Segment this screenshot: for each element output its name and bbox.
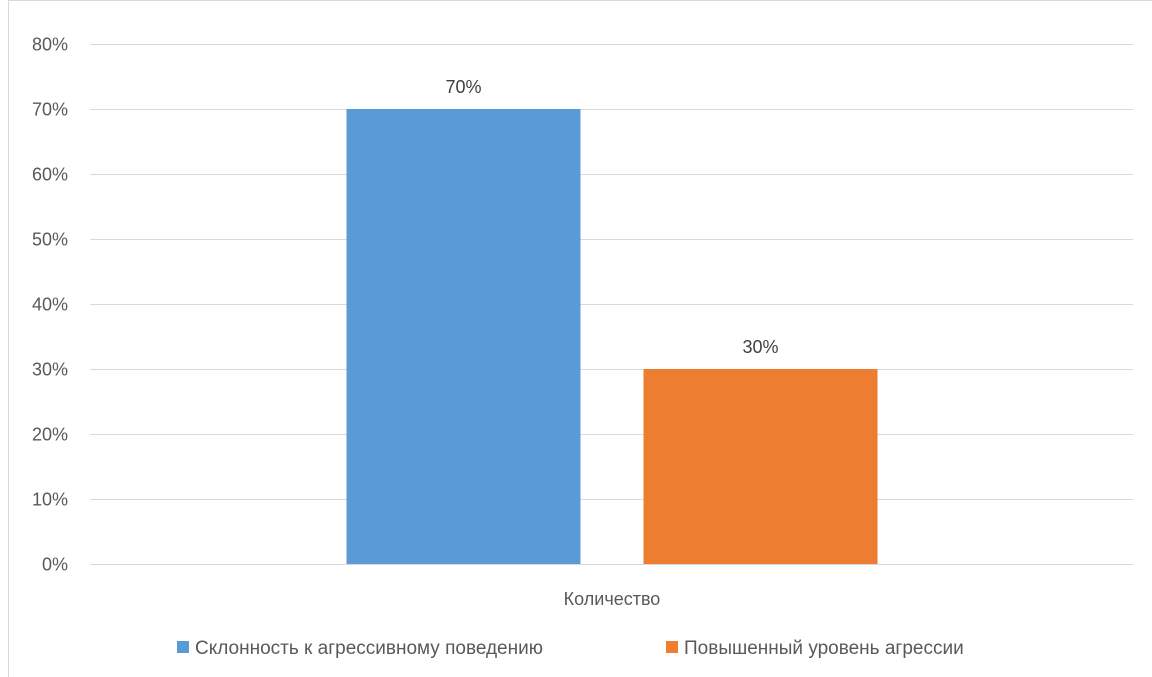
y-tick-label: 30%	[32, 360, 68, 380]
bar-series-1	[346, 109, 581, 564]
data-label: 30%	[742, 337, 778, 357]
legend: Склонность к агрессивному поведению Повыш…	[177, 638, 964, 659]
data-labels: 70% 30%	[445, 77, 778, 357]
data-label: 70%	[445, 77, 481, 97]
y-tick-label: 0%	[42, 555, 68, 575]
gridlines	[90, 44, 1133, 565]
x-axis-category-labels: Количество	[564, 589, 661, 609]
bar-series-2	[643, 369, 878, 564]
y-tick-label: 40%	[32, 295, 68, 315]
legend-label: Склонность к агрессивному поведению	[195, 638, 543, 659]
legend-swatch	[666, 641, 678, 653]
legend-label: Повышенный уровень агрессии	[684, 638, 964, 659]
y-tick-label: 60%	[32, 165, 68, 185]
y-tick-label: 20%	[32, 425, 68, 445]
legend-swatch	[177, 641, 189, 653]
y-tick-label: 70%	[32, 100, 68, 120]
y-tick-label: 50%	[32, 230, 68, 250]
x-category-label: Количество	[564, 589, 661, 609]
bars	[346, 109, 878, 564]
y-axis-tick-labels: 0% 10% 20% 30% 40% 50% 60% 70% 80%	[32, 35, 68, 575]
y-tick-label: 80%	[32, 35, 68, 55]
y-tick-label: 10%	[32, 490, 68, 510]
